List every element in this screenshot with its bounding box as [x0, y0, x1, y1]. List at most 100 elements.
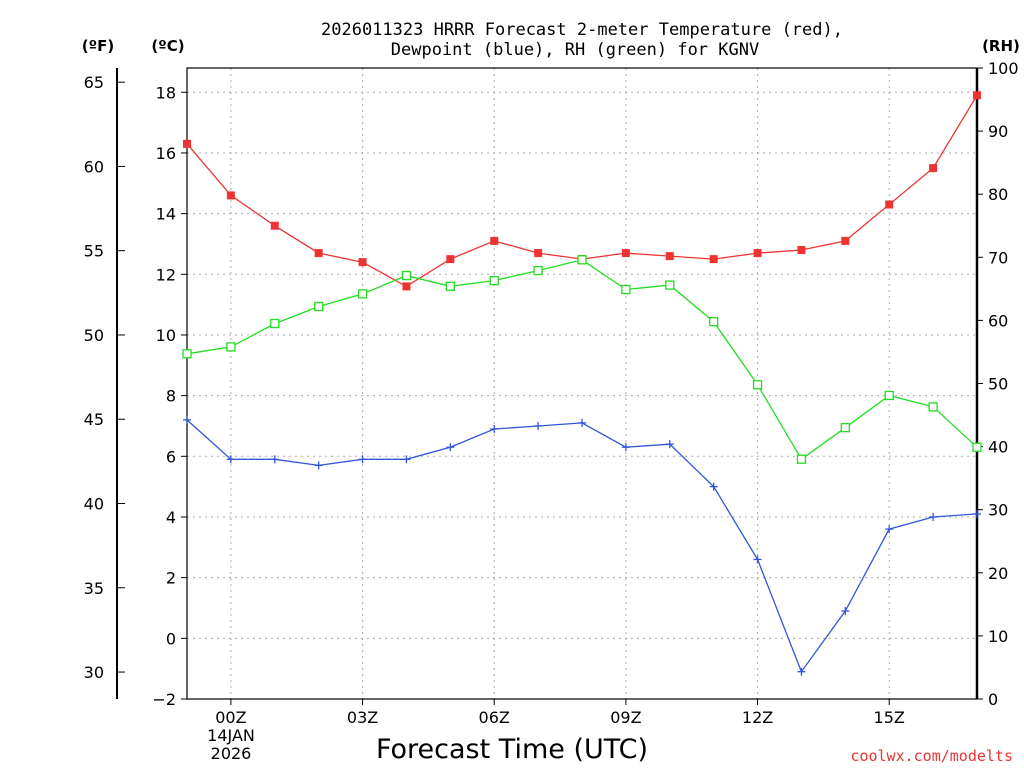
rh-marker — [752, 380, 763, 390]
celsius-unit-label: (ºC) — [151, 37, 184, 55]
dewpoint-marker — [841, 607, 850, 616]
fahrenheit-tick-label: 55 — [84, 242, 104, 261]
rh-marker — [270, 318, 280, 329]
dewpoint-marker — [621, 443, 630, 452]
x-axis-title: Forecast Time (UTC) — [376, 734, 648, 765]
celsius-tick-label: 4 — [166, 508, 176, 527]
temperature-marker — [621, 249, 630, 258]
rh-marker — [314, 301, 324, 312]
chart-title-line-2: Dewpoint (blue), RH (green) for KGNV — [391, 40, 759, 60]
rh-marker — [577, 255, 587, 265]
x-tick-label: 12Z — [742, 708, 773, 727]
rh-tick-label: 60 — [988, 311, 1008, 330]
temperature-marker — [885, 200, 894, 209]
temperature-marker — [753, 249, 762, 258]
x-tick-label: 03Z — [347, 708, 378, 727]
celsius-tick-label: −2 — [152, 690, 176, 709]
dewpoint-marker — [183, 415, 191, 424]
rh-marker — [621, 284, 631, 295]
temperature-marker — [709, 255, 718, 264]
celsius-tick-label: 2 — [166, 569, 176, 588]
rh-tick-label: 90 — [988, 122, 1008, 141]
temperature-marker — [665, 252, 674, 261]
rh-tick-label: 0 — [988, 690, 998, 709]
temperature-marker — [402, 282, 411, 291]
rh-marker — [533, 265, 543, 276]
x-tick-label: 15Z — [874, 708, 905, 727]
temperature-marker — [929, 164, 938, 173]
temperature-marker — [490, 236, 499, 245]
dewpoint-marker — [929, 512, 938, 521]
plot-frame — [186, 67, 978, 700]
dewpoint-marker — [402, 455, 411, 464]
rh-marker — [182, 349, 192, 359]
celsius-tick-label: 18 — [156, 83, 176, 102]
temperature-marker — [226, 191, 235, 200]
rh-tick-label: 20 — [988, 564, 1008, 583]
x-tick-label: 09Z — [610, 708, 641, 727]
rh-tick-label: 30 — [988, 501, 1008, 520]
temperature-marker — [841, 236, 850, 245]
chart-title-line-1: 2026011323 HRRR Forecast 2-meter Tempera… — [321, 20, 843, 40]
tick-labels: −2 0 2 4 6 8 10 12 14 16 18 30 35 40 45 50 55 60 65 0 10 20 30… — [84, 59, 1019, 727]
dewpoint-line — [186, 419, 978, 674]
rh-tick-label: 10 — [988, 627, 1008, 646]
fahrenheit-tick-label: 60 — [84, 157, 104, 176]
temperature-marker — [183, 139, 191, 148]
dewpoint-marker — [270, 455, 279, 464]
temperature-marker — [797, 246, 806, 255]
rh-tick-label: 100 — [988, 59, 1019, 78]
rh-unit-label: (RH) — [982, 37, 1020, 55]
rh-marker — [972, 442, 982, 452]
rh-marker — [709, 317, 719, 327]
celsius-tick-label: 14 — [156, 205, 176, 224]
date-label-day: 14JAN — [207, 726, 255, 745]
temperature-marker — [534, 249, 543, 258]
dewpoint-marker — [446, 443, 455, 452]
dewpoint-marker — [665, 440, 674, 449]
dewpoint-marker — [973, 509, 981, 518]
dewpoint-marker — [885, 525, 894, 534]
rh-line — [186, 259, 978, 461]
x-tick-label: 00Z — [215, 708, 246, 727]
dewpoint-marker — [358, 455, 367, 464]
rh-marker — [226, 342, 236, 352]
rh-marker — [489, 275, 499, 286]
rh-marker — [884, 390, 894, 401]
temperature-marker — [973, 91, 981, 100]
date-label-year: 2026 — [211, 744, 252, 763]
fahrenheit-tick-label: 30 — [84, 663, 104, 682]
celsius-tick-label: 8 — [166, 387, 176, 406]
celsius-tick-label: 6 — [166, 447, 176, 466]
dewpoint-marker — [797, 667, 806, 676]
rh-marker — [357, 289, 368, 299]
rh-tick-label: 50 — [988, 375, 1008, 394]
rh-tick-label: 80 — [988, 185, 1008, 204]
rh-marker — [445, 281, 455, 291]
dewpoint-marker — [709, 482, 718, 491]
data-series — [182, 91, 982, 676]
fahrenheit-tick-label: 40 — [84, 494, 104, 513]
dewpoint-marker — [226, 455, 235, 464]
fahrenheit-tick-label: 35 — [84, 579, 104, 598]
celsius-tick-label: 10 — [156, 326, 176, 345]
rh-marker — [840, 423, 850, 433]
temperature-marker — [314, 249, 323, 258]
dewpoint-marker — [753, 555, 762, 564]
fahrenheit-tick-label: 65 — [84, 73, 104, 92]
x-tick-label: 06Z — [479, 708, 510, 727]
fahrenheit-unit-label: (ºF) — [82, 37, 114, 55]
temperature-marker — [358, 258, 367, 267]
watermark: coolwx.com/modelts — [850, 747, 1013, 765]
fahrenheit-tick-label: 45 — [84, 410, 104, 429]
celsius-tick-label: 12 — [156, 265, 176, 284]
dewpoint-marker — [490, 425, 499, 434]
rh-tick-label: 40 — [988, 438, 1008, 457]
celsius-tick-label: 16 — [156, 144, 176, 163]
rh-marker — [796, 454, 807, 464]
dewpoint-marker — [534, 421, 543, 430]
temperature-marker — [446, 255, 455, 264]
temperature-marker — [270, 221, 279, 230]
rh-tick-label: 70 — [988, 248, 1008, 267]
